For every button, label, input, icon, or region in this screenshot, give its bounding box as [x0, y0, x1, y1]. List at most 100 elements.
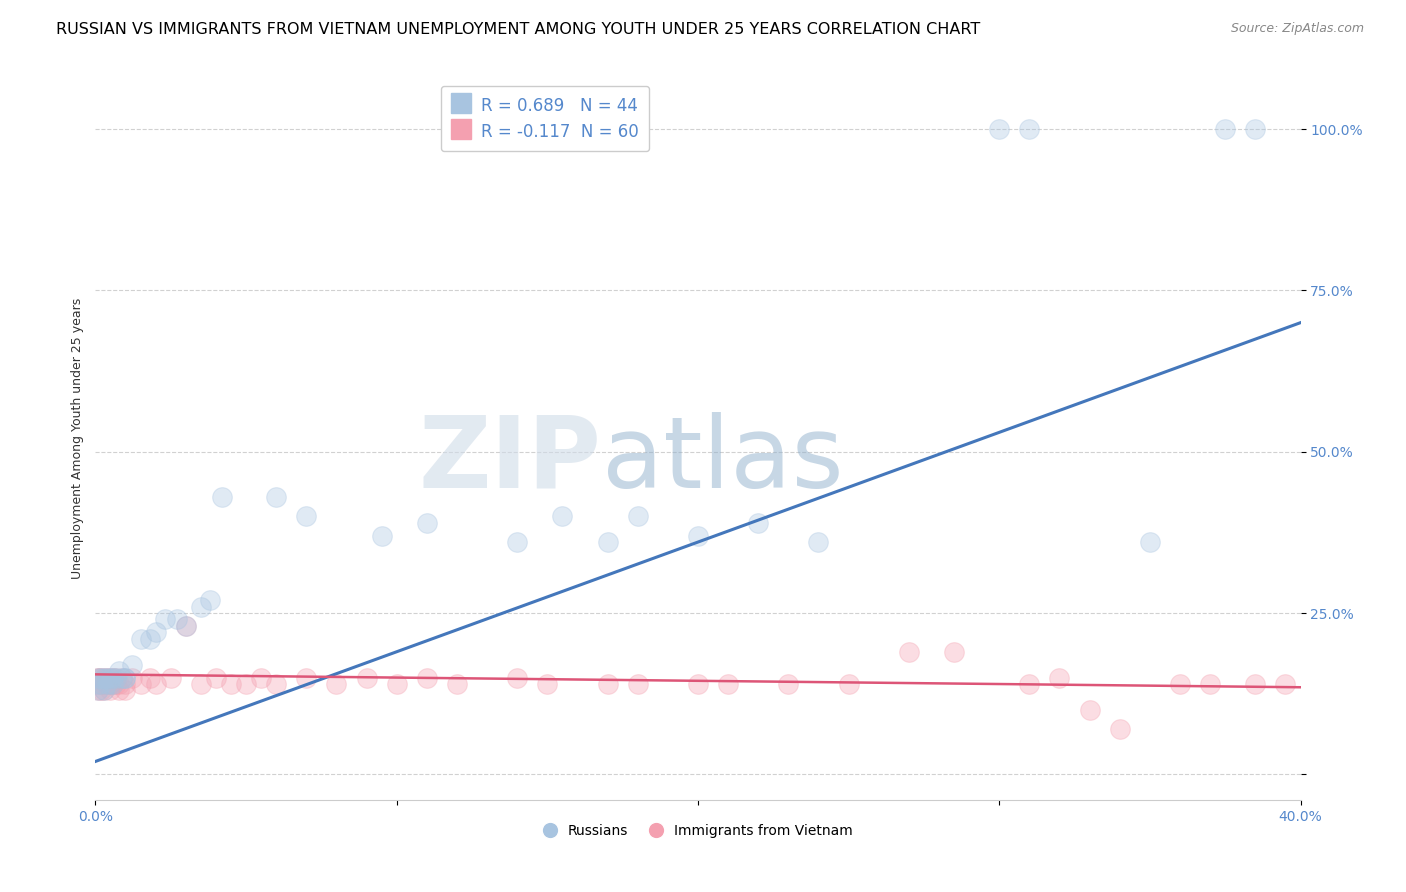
Point	[446, 677, 468, 691]
Point	[717, 677, 740, 691]
Point	[747, 516, 769, 530]
Point	[103, 677, 125, 691]
Point	[1213, 122, 1236, 136]
Point	[166, 613, 188, 627]
Point	[1139, 535, 1161, 549]
Point	[93, 677, 115, 691]
Point	[1244, 677, 1267, 691]
Point	[1049, 671, 1071, 685]
Point	[356, 671, 378, 685]
Point	[87, 683, 110, 698]
Point	[627, 509, 650, 524]
Point	[536, 677, 558, 691]
Point	[190, 677, 212, 691]
Legend: Russians, Immigrants from Vietnam: Russians, Immigrants from Vietnam	[537, 819, 859, 844]
Point	[108, 677, 131, 691]
Point	[295, 509, 318, 524]
Text: ZIP: ZIP	[419, 412, 602, 509]
Point	[416, 516, 439, 530]
Point	[90, 683, 112, 698]
Point	[105, 671, 128, 685]
Point	[1199, 677, 1222, 691]
Point	[385, 677, 408, 691]
Point	[370, 528, 392, 542]
Point	[96, 671, 118, 685]
Point	[90, 677, 112, 691]
Point	[211, 490, 233, 504]
Point	[1078, 703, 1101, 717]
Point	[596, 535, 619, 549]
Point	[90, 677, 112, 691]
Point	[129, 677, 152, 691]
Point	[138, 632, 160, 646]
Point	[87, 677, 110, 691]
Point	[93, 671, 115, 685]
Point	[1018, 677, 1040, 691]
Point	[108, 683, 131, 698]
Y-axis label: Unemployment Among Youth under 25 years: Unemployment Among Youth under 25 years	[72, 298, 84, 580]
Point	[897, 645, 920, 659]
Point	[190, 599, 212, 614]
Point	[174, 619, 197, 633]
Point	[219, 677, 242, 691]
Point	[1018, 122, 1040, 136]
Point	[114, 671, 136, 685]
Point	[87, 683, 110, 698]
Point	[1274, 677, 1296, 691]
Point	[100, 677, 122, 691]
Point	[295, 671, 318, 685]
Point	[93, 683, 115, 698]
Point	[114, 671, 136, 685]
Point	[111, 671, 134, 685]
Point	[1108, 722, 1130, 736]
Point	[111, 671, 134, 685]
Point	[100, 671, 122, 685]
Point	[103, 671, 125, 685]
Point	[153, 613, 176, 627]
Point	[264, 490, 287, 504]
Point	[129, 632, 152, 646]
Point	[145, 677, 167, 691]
Point	[90, 671, 112, 685]
Point	[100, 671, 122, 685]
Point	[96, 677, 118, 691]
Text: atlas: atlas	[602, 412, 844, 509]
Point	[138, 671, 160, 685]
Point	[1168, 677, 1191, 691]
Point	[87, 671, 110, 685]
Point	[87, 677, 110, 691]
Point	[596, 677, 619, 691]
Point	[416, 671, 439, 685]
Point	[108, 664, 131, 678]
Point	[205, 671, 228, 685]
Point	[838, 677, 860, 691]
Point	[1244, 122, 1267, 136]
Point	[988, 122, 1011, 136]
Point	[96, 671, 118, 685]
Point	[686, 528, 709, 542]
Point	[114, 683, 136, 698]
Point	[506, 535, 529, 549]
Point	[627, 677, 650, 691]
Point	[87, 671, 110, 685]
Point	[105, 671, 128, 685]
Point	[235, 677, 257, 691]
Point	[96, 677, 118, 691]
Point	[778, 677, 800, 691]
Point	[87, 671, 110, 685]
Point	[93, 683, 115, 698]
Point	[250, 671, 273, 685]
Point	[325, 677, 347, 691]
Point	[121, 671, 143, 685]
Point	[105, 677, 128, 691]
Point	[159, 671, 181, 685]
Point	[506, 671, 529, 685]
Point	[943, 645, 966, 659]
Point	[145, 625, 167, 640]
Point	[93, 671, 115, 685]
Point	[807, 535, 830, 549]
Point	[121, 657, 143, 672]
Point	[90, 671, 112, 685]
Text: Source: ZipAtlas.com: Source: ZipAtlas.com	[1230, 22, 1364, 36]
Point	[686, 677, 709, 691]
